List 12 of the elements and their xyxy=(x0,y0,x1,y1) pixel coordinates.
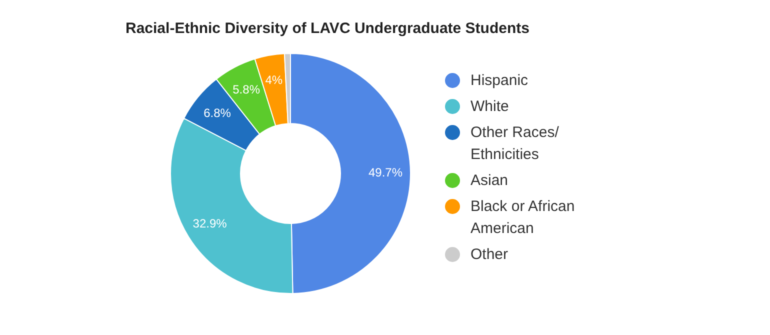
legend-label: Black or African American xyxy=(470,198,575,237)
data-label: 5.8% xyxy=(232,82,260,96)
legend-label: Hispanic xyxy=(470,72,529,89)
data-label: 49.7% xyxy=(368,166,403,180)
chart-title: Racial-Ethnic Diversity of LAVC Undergraduate Students xyxy=(126,20,530,37)
data-label: 32.9% xyxy=(192,216,228,231)
legend-label: White xyxy=(470,98,509,115)
data-label: 4% xyxy=(265,72,283,87)
legend-label: Other xyxy=(470,246,508,263)
legend-label: Other Races/ Ethnicities xyxy=(470,124,560,163)
data-label: 6.8% xyxy=(204,106,232,120)
legend-label: Asian xyxy=(470,172,508,189)
